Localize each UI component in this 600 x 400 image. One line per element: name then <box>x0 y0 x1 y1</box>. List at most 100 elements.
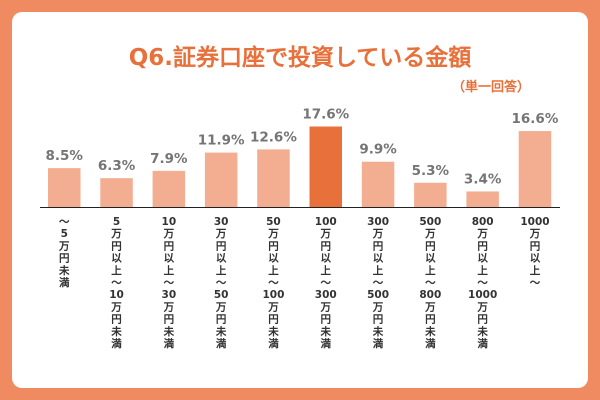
category-label-5-part-3: 100 <box>262 289 284 301</box>
chart-title: Q6.証券口座で投資している金額 <box>128 45 472 71</box>
category-label-5-part-1: 50 <box>266 216 281 228</box>
category-label-1-part-2: 万 <box>58 240 70 252</box>
category-label-7-part-2: 上 <box>373 264 384 277</box>
category-label-8-part-2: 上 <box>425 264 436 277</box>
category-label-4-part-3: 50 <box>214 289 229 301</box>
value-label-8: 5.3% <box>412 163 450 179</box>
category-label-3-part-2: 以 <box>164 253 175 265</box>
category-label-7-part-4: 未 <box>372 325 384 338</box>
bar-6 <box>309 126 342 207</box>
category-label-2-part-4: 未 <box>110 325 122 338</box>
category-label-7-part-4: 満 <box>373 337 384 350</box>
category-label-4-part-2: 上 <box>216 264 227 277</box>
category-label-8-part-4: 円 <box>425 314 436 326</box>
category-label-9-part-2: ～ <box>477 277 488 289</box>
category-label-8-part-4: 未 <box>424 325 436 338</box>
category-label-9-part-2: 万 <box>476 228 488 240</box>
category-label-4-part-4: 未 <box>215 325 227 338</box>
bar-4 <box>204 152 238 207</box>
bar-9 <box>466 191 499 207</box>
category-label-2-part-4: 円 <box>111 314 122 326</box>
category-label-3-part-4: 満 <box>164 337 175 350</box>
category-label-8-part-2: 円 <box>425 240 436 252</box>
category-label-5-part-4: 万 <box>267 301 279 313</box>
category-label-7-part-2: 以 <box>373 253 384 265</box>
category-label-4-part-2: 円 <box>216 240 227 252</box>
value-label-10: 16.6% <box>512 111 559 127</box>
category-label-6-part-2: 万 <box>320 228 332 240</box>
category-label-3-part-2: 上 <box>164 264 175 277</box>
category-label-7-part-2: 万 <box>372 228 384 240</box>
category-label-6-part-4: 満 <box>321 337 332 350</box>
value-label-1: 8.5% <box>46 148 84 164</box>
value-label-2: 6.3% <box>98 158 136 174</box>
category-label-9-part-4: 万 <box>476 301 488 313</box>
category-label-5-part-2: ～ <box>268 277 279 289</box>
category-label-3-part-2: ～ <box>164 277 175 289</box>
bar-1 <box>48 168 81 207</box>
bar-5 <box>257 149 290 207</box>
category-label-8-part-2: ～ <box>425 277 436 289</box>
category-label-10-part-2: ～ <box>530 277 541 289</box>
category-label-10-part-2: 以 <box>530 253 541 265</box>
category-label-5-part-2: 上 <box>268 264 279 277</box>
category-label-9-part-2: 円 <box>477 240 488 252</box>
category-label-7-part-2: ～ <box>373 277 384 289</box>
category-label-2-part-2: ～ <box>111 277 122 289</box>
category-label-9-part-4: 満 <box>477 337 488 350</box>
category-label-6-part-2: 円 <box>321 240 332 252</box>
category-label-8-part-1: 500 <box>419 216 441 228</box>
category-label-10-part-1: 1000 <box>520 216 549 228</box>
category-label-3-part-4: 未 <box>163 325 175 338</box>
category-label-6-part-3: 300 <box>315 289 337 301</box>
category-label-8-part-2: 以 <box>425 253 436 265</box>
bar-7 <box>361 161 395 207</box>
value-label-6: 17.6% <box>302 107 349 123</box>
bar-3 <box>152 170 186 207</box>
category-label-4-part-2: 万 <box>215 228 227 240</box>
category-label-2-part-2: 以 <box>111 253 122 265</box>
category-label-2-part-1: 5 <box>113 216 120 228</box>
category-label-6-part-4: 円 <box>321 314 332 326</box>
category-label-5-part-4: 円 <box>268 314 279 326</box>
category-label-3-part-4: 万 <box>163 301 175 313</box>
category-label-6-part-2: 上 <box>321 264 332 277</box>
category-label-2-part-2: 上 <box>111 264 122 277</box>
value-label-3: 7.9% <box>150 151 188 167</box>
category-label-4-part-4: 満 <box>216 337 227 350</box>
category-label-5-part-2: 円 <box>268 240 279 252</box>
category-label-4-part-2: ～ <box>216 277 227 289</box>
bar-chart: 8.5%～5万円未満6.3%5万円以上～10万円未満7.9%10万円以上～30万… <box>40 107 560 350</box>
category-label-7-part-4: 万 <box>372 301 384 313</box>
bar-10 <box>518 131 552 207</box>
category-label-9-part-4: 円 <box>477 314 488 326</box>
category-label-1-part-1: 5 <box>61 228 68 240</box>
category-label-2-part-2: 万 <box>110 228 122 240</box>
category-label-10-part-2: 円 <box>530 240 541 252</box>
category-label-8-part-4: 万 <box>424 301 436 313</box>
category-label-1-part-2: 満 <box>59 276 70 289</box>
category-label-2-part-2: 円 <box>111 240 122 252</box>
category-label-4-part-1: 30 <box>214 216 229 228</box>
category-label-7-part-3: 500 <box>367 289 389 301</box>
category-label-8-part-2: 万 <box>424 228 436 240</box>
category-label-4-part-4: 円 <box>216 314 227 326</box>
value-label-5: 12.6% <box>250 129 297 145</box>
category-label-4-part-2: 以 <box>216 253 227 265</box>
category-label-9-part-3: 1000 <box>468 289 497 301</box>
category-label-10-part-2: 上 <box>530 264 541 277</box>
category-label-9-part-4: 未 <box>476 325 488 338</box>
chart-subtitle: （単一回答） <box>451 80 530 95</box>
category-label-7-part-2: 円 <box>373 240 384 252</box>
category-label-6-part-4: 未 <box>320 325 332 338</box>
category-label-1-part-1: ～ <box>59 216 70 228</box>
category-label-4-part-4: 万 <box>215 301 227 313</box>
category-label-5-part-2: 万 <box>267 228 279 240</box>
category-label-1-part-2: 未 <box>58 264 70 277</box>
category-label-3-part-2: 円 <box>164 240 175 252</box>
category-label-3-part-3: 30 <box>162 289 177 301</box>
bar-2 <box>100 178 133 207</box>
category-label-10-part-2: 万 <box>529 228 541 240</box>
category-label-7-part-4: 円 <box>373 314 384 326</box>
category-label-2-part-4: 満 <box>111 337 122 350</box>
